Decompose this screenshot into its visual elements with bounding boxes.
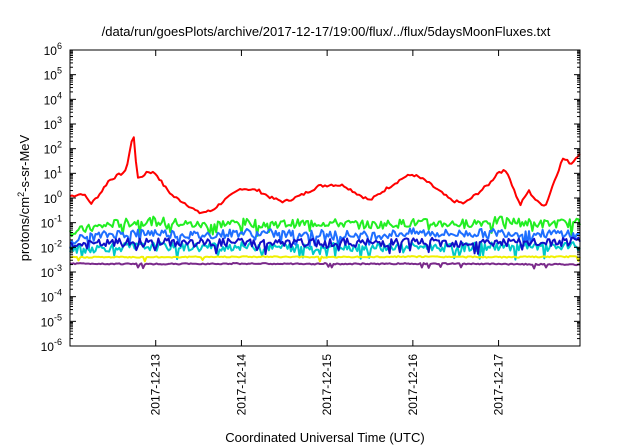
x-tick-label: 2017-12-13	[149, 354, 163, 416]
y-tick-label: 106	[44, 41, 62, 58]
y-axis-ticks: 10-610-510-410-310-210-11001011021031041…	[41, 41, 580, 354]
y-tick-exponent: 6	[57, 41, 62, 51]
y-tick-label: 102	[44, 140, 62, 157]
y-tick-exponent: 3	[57, 115, 62, 125]
y-tick-label: 10-4	[41, 288, 62, 305]
series-line	[69, 236, 581, 256]
y-tick-label: 10-6	[41, 337, 62, 354]
y-tick-exponent: -1	[54, 214, 62, 224]
x-tick-label: 2017-12-15	[320, 354, 334, 416]
y-tick-label: 10-2	[41, 238, 62, 255]
y-tick-label: 10-3	[41, 263, 62, 280]
chart-title: /data/run/goesPlots/archive/2017-12-17/1…	[102, 24, 551, 39]
y-tick-label: 104	[44, 90, 62, 107]
y-axis-label-exponent: 2	[16, 192, 26, 197]
y-tick-label: 105	[44, 66, 62, 83]
y-tick-exponent: -4	[54, 288, 62, 298]
y-tick-label: 10-1	[41, 214, 62, 231]
series-line	[69, 255, 581, 263]
y-tick-label: 10-5	[41, 312, 62, 329]
y-tick-exponent: 5	[57, 66, 62, 76]
plot-frame	[69, 49, 581, 347]
y-tick-exponent: 4	[57, 90, 62, 100]
series-line	[69, 136, 581, 215]
y-tick-label: 101	[44, 164, 62, 181]
x-axis-label: Coordinated Universal Time (UTC)	[225, 430, 424, 445]
series-line	[69, 241, 581, 261]
x-tick-label: 2017-12-16	[406, 354, 420, 416]
series-layer	[69, 136, 581, 270]
y-tick-exponent: 2	[57, 140, 62, 150]
y-tick-exponent: 0	[57, 189, 62, 199]
series-line	[69, 262, 581, 270]
x-axis-ticks: 2017-12-13 2017-12-14 2017-12-15 2017-12-16…	[149, 50, 506, 415]
y-axis-label: protons/cm2-s-sr-MeV	[16, 134, 32, 261]
x-tick-label: 2017-12-14	[234, 354, 248, 416]
y-tick-label: 103	[44, 115, 62, 132]
y-tick-exponent: -3	[54, 263, 62, 273]
y-tick-exponent: -2	[54, 238, 62, 248]
x-tick-label: 2017-12-17	[492, 354, 506, 416]
y-tick-exponent: -5	[54, 312, 62, 322]
y-tick-exponent: 1	[57, 164, 62, 174]
series-line	[69, 215, 581, 238]
y-tick-exponent: -6	[54, 337, 62, 347]
y-tick-label: 100	[44, 189, 62, 206]
